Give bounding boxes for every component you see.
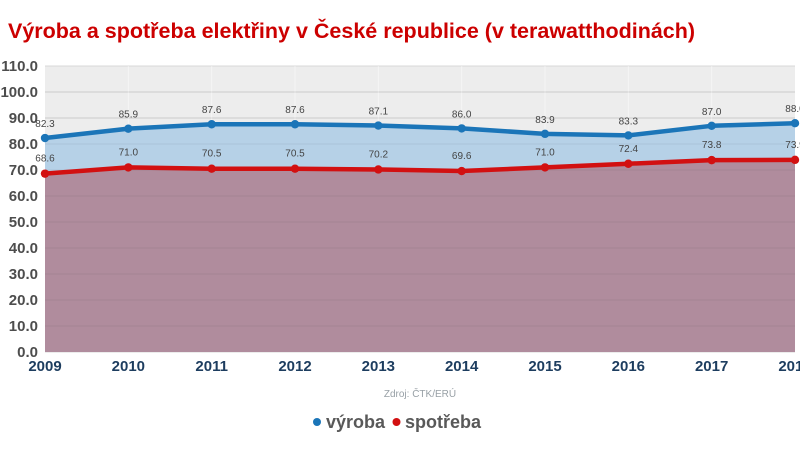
svg-text:2009: 2009 [28,358,61,375]
svg-text:87.0: 87.0 [702,107,722,118]
svg-text:73.9: 73.9 [785,140,800,151]
svg-text:69.6: 69.6 [452,151,472,162]
svg-text:20.0: 20.0 [9,292,38,309]
svg-text:70.0: 70.0 [9,162,38,179]
svg-text:110.0: 110.0 [1,58,38,75]
svg-text:70.2: 70.2 [369,149,389,160]
svg-text:83.3: 83.3 [619,116,639,127]
svg-text:30.0: 30.0 [9,266,38,283]
svg-text:70.5: 70.5 [285,149,305,160]
svg-text:100.0: 100.0 [0,84,38,101]
svg-text:2014: 2014 [445,358,479,375]
svg-text:2013: 2013 [362,358,395,375]
svg-text:90.0: 90.0 [9,110,38,127]
svg-text:71.0: 71.0 [119,147,139,158]
svg-text:50.0: 50.0 [9,214,38,231]
svg-text:2010: 2010 [112,358,145,375]
svg-text:86.0: 86.0 [452,109,472,120]
svg-text:Výroba a spotřeba elektřiny v: Výroba a spotřeba elektřiny v České repu… [8,18,695,43]
svg-text:83.9: 83.9 [535,115,555,126]
svg-text:spotřeba: spotřeba [405,412,482,432]
svg-text:68.6: 68.6 [35,154,55,165]
svg-text:2016: 2016 [612,358,645,375]
svg-text:82.3: 82.3 [35,119,55,130]
svg-text:2017: 2017 [695,358,728,375]
svg-text:85.9: 85.9 [119,110,139,121]
svg-text:40.0: 40.0 [9,240,38,257]
svg-text:71.0: 71.0 [535,147,555,158]
svg-text:70.5: 70.5 [202,149,222,160]
svg-text:0.0: 0.0 [17,344,38,361]
svg-text:80.0: 80.0 [9,136,38,153]
svg-text:72.4: 72.4 [619,144,639,155]
svg-text:10.0: 10.0 [9,318,38,335]
svg-text:88.0: 88.0 [785,104,800,115]
svg-text:87.6: 87.6 [202,105,222,116]
svg-text:2011: 2011 [195,358,228,375]
svg-text:87.6: 87.6 [285,105,305,116]
svg-text:Zdroj: ČTK/ERÚ: Zdroj: ČTK/ERÚ [384,387,456,400]
svg-text:60.0: 60.0 [9,188,38,205]
svg-text:2015: 2015 [528,358,561,375]
svg-text:73.8: 73.8 [702,140,722,151]
svg-text:2018: 2018 [778,358,800,375]
svg-text:2012: 2012 [278,358,311,375]
svg-text:87.1: 87.1 [369,107,389,118]
svg-text:výroba: výroba [326,412,386,432]
